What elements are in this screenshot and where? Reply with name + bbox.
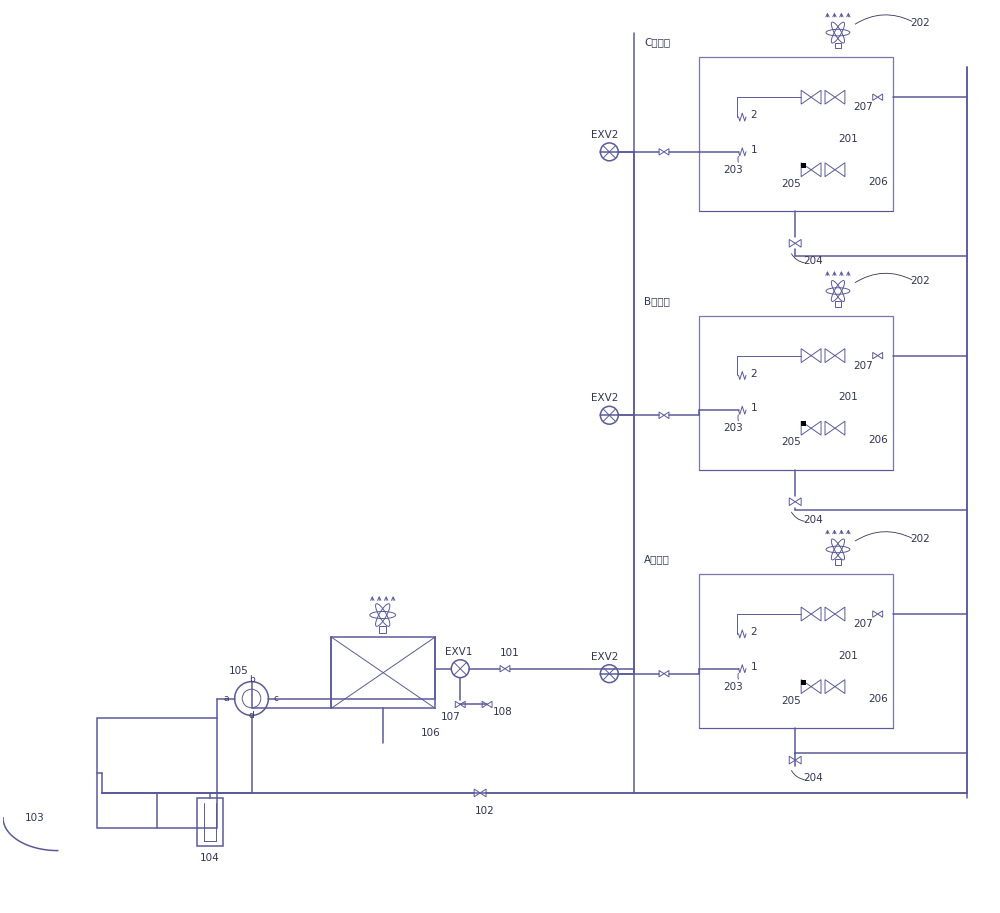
Text: 207: 207 [853, 619, 873, 629]
Text: 1: 1 [751, 145, 757, 155]
Polygon shape [659, 670, 664, 677]
Bar [699, 574, 893, 729]
Bar [835, 560, 841, 565]
Bar [197, 798, 223, 845]
Bar [699, 316, 893, 470]
Text: 104: 104 [200, 853, 220, 863]
Bar [801, 421, 806, 426]
Polygon shape [873, 352, 878, 359]
Text: 102: 102 [475, 806, 495, 816]
Text: 1: 1 [751, 662, 757, 672]
Polygon shape [878, 352, 883, 359]
Text: 205: 205 [781, 437, 801, 447]
Text: 105: 105 [229, 666, 248, 676]
Circle shape [600, 143, 618, 161]
Text: 206: 206 [868, 177, 888, 186]
Text: d: d [249, 711, 254, 720]
Text: 1: 1 [751, 404, 757, 414]
Text: C号内机: C号内机 [644, 37, 670, 47]
Text: 2: 2 [751, 369, 757, 379]
Polygon shape [878, 94, 883, 100]
Polygon shape [659, 149, 664, 155]
Text: 101: 101 [500, 648, 520, 657]
Polygon shape [474, 789, 480, 797]
Bar [699, 58, 893, 212]
Text: B号内机: B号内机 [644, 296, 670, 306]
Text: 203: 203 [724, 164, 743, 174]
Polygon shape [505, 666, 510, 672]
Polygon shape [795, 239, 801, 247]
Text: EXV1: EXV1 [445, 646, 472, 656]
Bar [801, 163, 806, 168]
Bar [835, 43, 841, 48]
Text: A号内机: A号内机 [644, 554, 670, 564]
Text: 204: 204 [803, 515, 823, 525]
Polygon shape [455, 701, 460, 708]
Bar [835, 301, 841, 307]
Text: EXV2: EXV2 [591, 130, 618, 140]
Circle shape [600, 406, 618, 425]
Text: c: c [273, 694, 278, 703]
Polygon shape [664, 670, 669, 677]
Bar [801, 679, 806, 685]
Polygon shape [659, 412, 664, 418]
Text: 201: 201 [838, 651, 858, 661]
Polygon shape [664, 412, 669, 418]
Polygon shape [873, 611, 878, 617]
Text: a: a [223, 694, 229, 703]
Text: 205: 205 [781, 696, 801, 706]
Text: 201: 201 [838, 393, 858, 403]
Text: 207: 207 [853, 102, 873, 112]
Text: 106: 106 [421, 729, 440, 739]
Polygon shape [789, 239, 795, 247]
Polygon shape [500, 666, 505, 672]
Text: 206: 206 [868, 436, 888, 446]
Circle shape [235, 682, 268, 716]
Text: 2: 2 [751, 627, 757, 637]
Polygon shape [480, 789, 486, 797]
Circle shape [451, 660, 469, 677]
Text: 202: 202 [911, 534, 930, 544]
Polygon shape [664, 149, 669, 155]
Text: 103: 103 [25, 813, 45, 823]
Text: 205: 205 [781, 179, 801, 189]
Text: 206: 206 [868, 694, 888, 704]
Text: 202: 202 [911, 276, 930, 286]
Text: EXV2: EXV2 [591, 652, 618, 662]
Polygon shape [789, 498, 795, 506]
Text: 207: 207 [853, 361, 873, 371]
Polygon shape [795, 756, 801, 764]
Bar [331, 637, 435, 708]
Text: 108: 108 [493, 708, 513, 718]
Text: 202: 202 [911, 17, 930, 27]
Polygon shape [460, 701, 465, 708]
Text: 203: 203 [724, 423, 743, 433]
Polygon shape [789, 756, 795, 764]
Text: 107: 107 [440, 712, 460, 722]
Polygon shape [878, 611, 883, 617]
Polygon shape [482, 701, 487, 708]
Bar [379, 626, 386, 634]
Bar [97, 719, 217, 828]
Circle shape [600, 665, 618, 683]
Text: 204: 204 [803, 773, 823, 783]
Text: b: b [249, 675, 254, 684]
Polygon shape [487, 701, 492, 708]
Polygon shape [795, 498, 801, 506]
Text: EXV2: EXV2 [591, 394, 618, 404]
Text: 201: 201 [838, 134, 858, 144]
Text: 2: 2 [751, 110, 757, 121]
Text: 203: 203 [724, 682, 743, 691]
Text: 204: 204 [803, 257, 823, 267]
Polygon shape [873, 94, 878, 100]
